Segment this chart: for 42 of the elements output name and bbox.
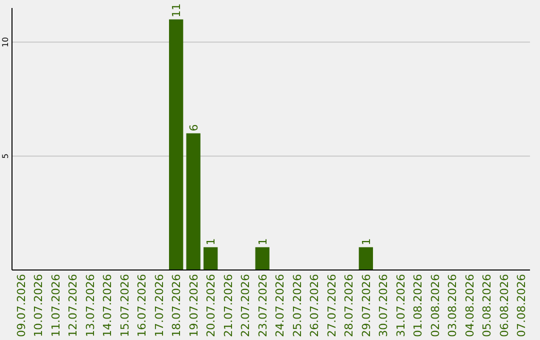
bar <box>186 133 200 270</box>
x-tick-label: 05.08.2026 <box>480 274 494 337</box>
x-tick-label: 15.07.2026 <box>118 274 132 337</box>
x-tick-label: 22.07.2026 <box>239 274 252 337</box>
y-tick-label: 10 <box>1 37 10 48</box>
data-label: 1 <box>360 238 373 246</box>
x-tick-label: 09.07.2026 <box>14 274 28 337</box>
x-tick-label: 11.07.2026 <box>49 274 62 337</box>
x-tick-label: 30.07.2026 <box>377 274 390 337</box>
data-label: 1 <box>204 238 218 246</box>
data-label: 6 <box>187 124 200 132</box>
x-tick-label: 06.08.2026 <box>498 274 511 337</box>
x-tick-label: 01.08.2026 <box>412 274 425 337</box>
y-tick-label: 5 <box>1 154 10 159</box>
x-tick-label: 12.07.2026 <box>66 274 80 337</box>
x-tick-label: 03.08.2026 <box>446 274 460 337</box>
x-tick-label: 26.07.2026 <box>308 274 322 337</box>
x-tick-label: 27.07.2026 <box>325 274 338 337</box>
data-label: 11 <box>170 3 184 18</box>
x-tick-label: 07.08.2026 <box>515 274 528 337</box>
x-tick-label: 13.07.2026 <box>84 274 97 337</box>
bar <box>358 247 373 270</box>
bar <box>255 247 270 270</box>
x-tick-label: 02.08.2026 <box>428 274 442 337</box>
data-label: 1 <box>256 238 270 246</box>
x-tick-label: 28.07.2026 <box>342 274 356 337</box>
x-tick-label: 23.07.2026 <box>256 274 270 337</box>
x-tick-label: 21.07.2026 <box>222 274 235 337</box>
x-tick-label: 25.07.2026 <box>290 274 304 337</box>
x-tick-label: 10.07.2026 <box>32 274 46 337</box>
bar <box>169 19 184 270</box>
x-tick-label: 24.07.2026 <box>274 274 287 337</box>
x-tick-label: 18.07.2026 <box>170 274 184 337</box>
x-tick-label: 20.07.2026 <box>204 274 218 337</box>
x-tick-label: 16.07.2026 <box>136 274 149 337</box>
x-tick-label: 17.07.2026 <box>152 274 166 337</box>
x-tick-label: 29.07.2026 <box>360 274 373 337</box>
x-tick-label: 19.07.2026 <box>187 274 200 337</box>
bar <box>204 247 218 270</box>
x-tick-label: 31.07.2026 <box>394 274 408 337</box>
x-tick-label: 04.08.2026 <box>463 274 476 337</box>
x-tick-label: 14.07.2026 <box>101 274 114 337</box>
